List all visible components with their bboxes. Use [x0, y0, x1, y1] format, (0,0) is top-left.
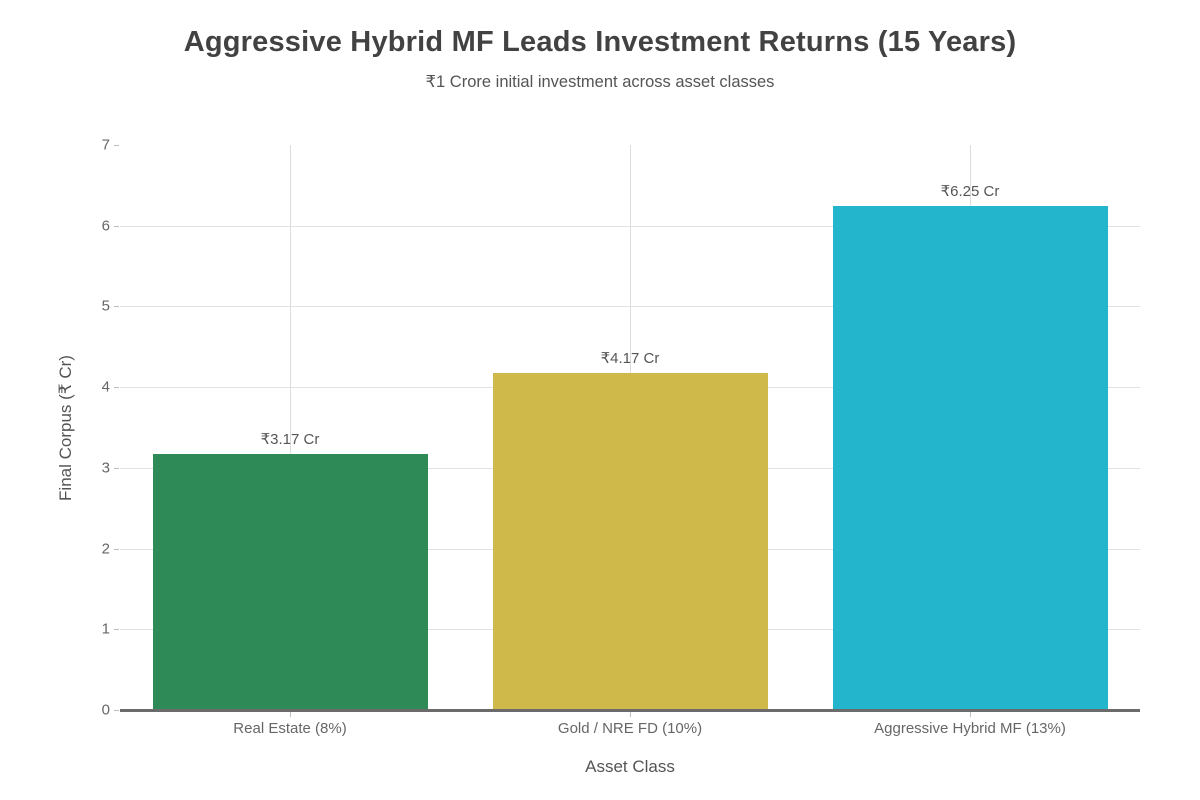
bar-value-label: ₹4.17 Cr: [600, 350, 660, 368]
y-tick-label: 0: [101, 701, 110, 719]
x-tick-label-1: Real Estate (8%): [233, 720, 347, 737]
x-axis-line: [120, 709, 1140, 712]
y-tick-mark: [114, 467, 119, 469]
y-tick-label: 4: [101, 378, 110, 396]
y-axis-title: Final Corpus (₹ Cr): [56, 355, 75, 501]
x-tick-label-3: Aggressive Hybrid MF (13%): [874, 720, 1066, 737]
y-tick-mark: [114, 387, 119, 389]
x-tick-mark: [290, 712, 291, 717]
bar-value-label: ₹3.17 Cr: [260, 431, 320, 449]
y-tick-label: 3: [101, 459, 110, 477]
y-tick-mark: [114, 548, 119, 550]
x-tick-label-2: Gold / NRE FD (10%): [557, 720, 703, 737]
y-tick-label: 6: [101, 217, 110, 235]
x-axis-title: Asset Class: [585, 757, 675, 776]
chart-title: Aggressive Hybrid MF Leads Investment Re…: [183, 26, 1017, 58]
y-tick-mark: [114, 145, 119, 146]
y-tick-label: 1: [101, 620, 110, 638]
bar-1: [152, 454, 428, 710]
x-tick-mark: [970, 712, 971, 717]
y-tick-label: 2: [101, 540, 110, 558]
plot-area: ₹3.17 Cr ₹4.17 Cr ₹6.25 Cr: [120, 145, 1140, 710]
gridline-vertical: [290, 145, 291, 710]
x-tick-mark: [630, 712, 631, 717]
bar-2: [492, 373, 768, 710]
y-tick-label: 7: [101, 136, 110, 154]
y-tick-label: 5: [101, 297, 110, 315]
bar-value-label: ₹6.25 Cr: [940, 182, 1000, 200]
y-tick-mark: [114, 629, 119, 631]
y-tick-mark: [114, 225, 119, 227]
chart-subtitle: ₹1 Crore initial investment across asset…: [425, 73, 775, 91]
y-tick-mark: [114, 306, 119, 308]
bar-3: [832, 205, 1108, 710]
y-tick-mark: [114, 710, 119, 711]
